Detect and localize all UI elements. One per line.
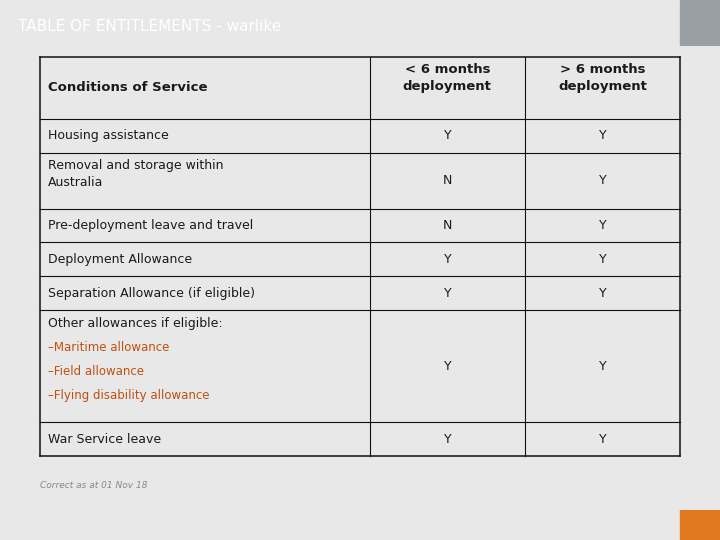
Text: Deployment Allowance: Deployment Allowance [48,253,192,266]
Text: War Service leave: War Service leave [48,433,161,446]
Text: Separation Allowance (if eligible): Separation Allowance (if eligible) [48,287,256,300]
Text: Y: Y [599,433,606,446]
Bar [680,0,720,46]
Text: > 6 months
deployment: > 6 months deployment [558,63,647,93]
Text: –Maritime allowance: –Maritime allowance [48,341,170,354]
Text: < 6 months
deployment: < 6 months deployment [403,63,492,93]
Text: Y: Y [444,129,451,142]
Text: N: N [443,174,452,187]
Text: N: N [443,219,452,232]
Text: Y: Y [599,129,606,142]
Text: Conditions of Service: Conditions of Service [48,81,208,94]
Text: Y: Y [444,287,451,300]
Text: Y: Y [599,253,606,266]
Text: Pre-deployment leave and travel: Pre-deployment leave and travel [48,219,253,232]
Text: Y: Y [444,433,451,446]
Text: Y: Y [599,287,606,300]
Text: TABLE OF ENTITLEMENTS - warlike: TABLE OF ENTITLEMENTS - warlike [18,19,282,34]
Text: Y: Y [599,219,606,232]
Text: Y: Y [599,360,606,373]
Text: Housing assistance: Housing assistance [48,129,169,142]
Text: Correct as at 01 Nov 18: Correct as at 01 Nov 18 [40,482,147,490]
Text: Y: Y [444,360,451,373]
Text: Y: Y [444,253,451,266]
Text: –Field allowance: –Field allowance [48,365,144,378]
Text: Removal and storage within
Australia: Removal and storage within Australia [48,159,224,188]
Text: –Flying disability allowance: –Flying disability allowance [48,389,210,402]
Bar [680,510,720,540]
Text: Y: Y [599,174,606,187]
Text: Other allowances if eligible:: Other allowances if eligible: [48,317,223,330]
